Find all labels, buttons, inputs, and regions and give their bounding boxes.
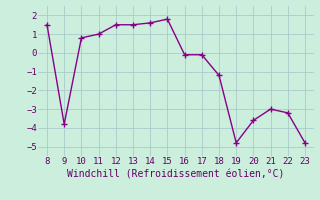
X-axis label: Windchill (Refroidissement éolien,°C): Windchill (Refroidissement éolien,°C) xyxy=(67,169,285,179)
